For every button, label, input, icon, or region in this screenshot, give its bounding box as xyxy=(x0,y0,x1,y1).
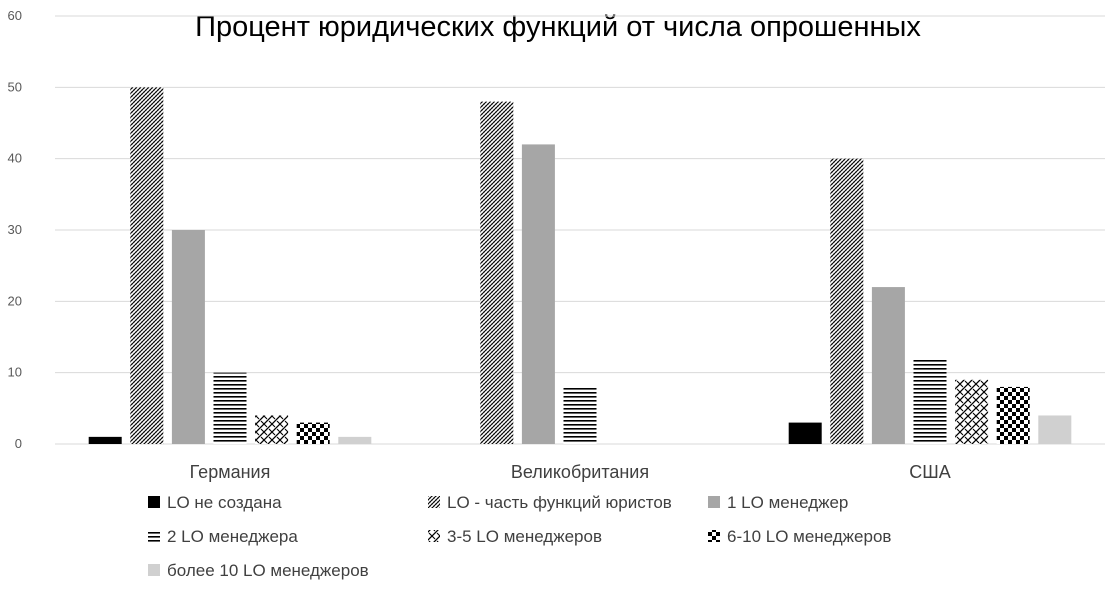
y-tick-label: 40 xyxy=(8,151,22,166)
bar-2-3 xyxy=(830,158,864,444)
legend-label: 2 LO менеджера xyxy=(167,527,298,546)
x-axis-categories: Германия Великобритания США xyxy=(190,462,951,482)
y-tick-label: 10 xyxy=(8,365,22,380)
bar-3-1 xyxy=(171,230,205,444)
legend-swatch xyxy=(708,530,720,542)
legend-label: 6-10 LO менеджеров xyxy=(727,527,891,546)
y-tick-label: 20 xyxy=(8,293,22,308)
legend-label: более 10 LO менеджеров xyxy=(167,561,369,580)
legend-swatch xyxy=(428,496,440,508)
bars xyxy=(88,87,1072,444)
bar-1-3 xyxy=(788,422,822,444)
bar-2-2 xyxy=(480,101,514,444)
legend-swatch xyxy=(148,530,160,542)
legend-label: LO - часть функций юристов xyxy=(447,493,672,512)
bar-4-1 xyxy=(213,372,247,444)
legend-swatch xyxy=(428,530,440,542)
x-category-label: США xyxy=(909,462,951,482)
bar-2-1 xyxy=(130,87,164,444)
y-tick-label: 60 xyxy=(8,8,22,23)
x-category-label: Великобритания xyxy=(511,462,649,482)
legend-label: LO не создана xyxy=(167,493,282,512)
bar-4-2 xyxy=(563,386,597,444)
legend-label: 3-5 LO менеджеров xyxy=(447,527,602,546)
y-axis-ticks: 0 10 20 30 40 50 60 xyxy=(8,8,22,451)
x-category-label: Германия xyxy=(190,462,271,482)
legend-swatch xyxy=(708,496,720,508)
gridlines xyxy=(55,15,1105,445)
bar-3-2 xyxy=(521,144,555,444)
legend-swatch xyxy=(148,564,160,576)
y-tick-label: 30 xyxy=(8,222,22,237)
bar-5-3 xyxy=(955,379,989,444)
legend-swatch xyxy=(148,496,160,508)
bar-4-3 xyxy=(913,358,947,444)
bar-6-3 xyxy=(996,386,1030,444)
legend: LO не создана LO - часть функций юристов 1… xyxy=(148,493,891,580)
bar-7-1 xyxy=(338,436,372,444)
y-tick-label: 50 xyxy=(8,79,22,94)
bar-7-3 xyxy=(1038,415,1072,444)
y-tick-label: 0 xyxy=(15,436,22,451)
bar-3-3 xyxy=(871,287,905,444)
legend-label: 1 LO менеджер xyxy=(727,493,848,512)
bar-1-1 xyxy=(88,436,122,444)
bar-5-1 xyxy=(255,415,289,444)
bar-6-1 xyxy=(296,422,330,444)
